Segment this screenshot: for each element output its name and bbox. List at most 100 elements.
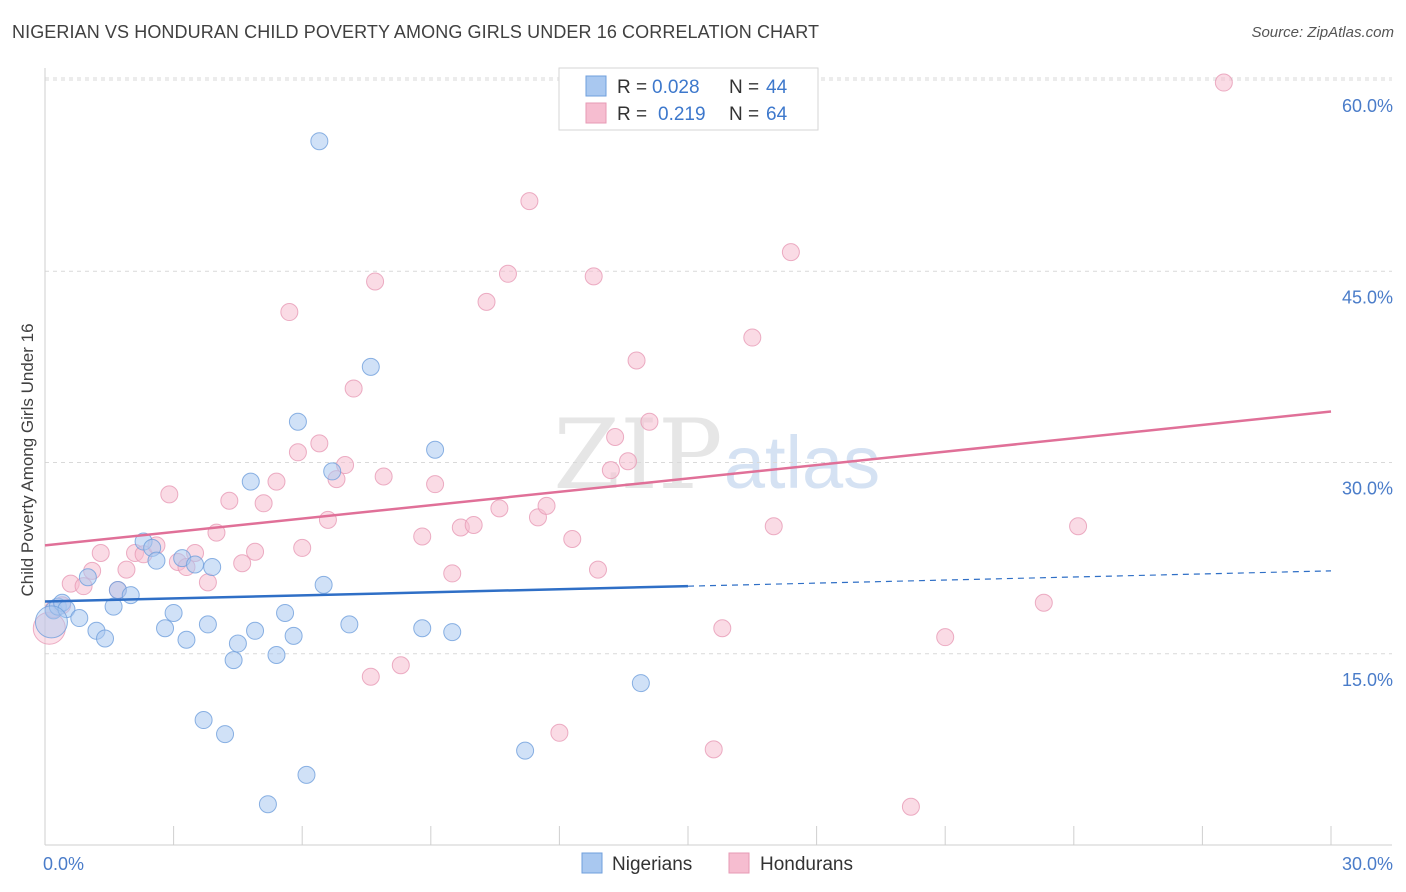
nigerians-point xyxy=(284,626,303,645)
hondurans-points xyxy=(32,73,1233,816)
hondurans-point xyxy=(288,443,307,462)
nigerians-point xyxy=(228,634,247,653)
hondurans-point xyxy=(537,496,556,515)
hondurans-point xyxy=(1069,517,1088,536)
nigerians-points xyxy=(34,132,650,814)
nigerians-trend-solid xyxy=(44,584,689,603)
nigerians-point xyxy=(186,555,205,574)
hondurans-point xyxy=(936,628,955,647)
hondurans-point xyxy=(490,499,509,518)
hondurans-point xyxy=(627,351,646,370)
bottom-legend-label-hondurans: Hondurans xyxy=(760,854,853,875)
legend-n-label-hondurans: N = xyxy=(729,104,759,125)
hondurans-point xyxy=(743,328,762,347)
hondurans-point xyxy=(781,243,800,262)
legend-swatch-nigerians xyxy=(585,75,607,97)
y-tick-label-30: 30.0% xyxy=(1342,479,1393,499)
series-legend: Nigerians Hondurans xyxy=(581,852,853,875)
nigerians-point xyxy=(297,765,316,784)
nigerians-trend-dashed xyxy=(687,570,1332,587)
hondurans-point xyxy=(713,619,732,638)
nigerians-point xyxy=(516,741,535,760)
hondurans-point xyxy=(640,412,659,431)
legend-r-value-nigerians: 0.028 xyxy=(652,77,700,98)
x-ticks xyxy=(44,826,1332,845)
nigerians-point xyxy=(194,711,213,730)
y-axis-label: Child Poverty Among Girls Under 16 xyxy=(18,323,37,596)
hondurans-point xyxy=(267,472,286,491)
nigerians-point xyxy=(70,609,89,628)
hondurans-point xyxy=(220,491,239,510)
hondurans-point xyxy=(413,527,432,546)
nigerians-point xyxy=(276,603,295,622)
nigerians-point xyxy=(241,472,260,491)
hondurans-point xyxy=(160,485,179,504)
hondurans-point xyxy=(426,475,445,494)
nigerians-point xyxy=(246,621,265,640)
bottom-legend-swatch-nigerians xyxy=(581,852,603,874)
nigerians-point xyxy=(340,615,359,634)
hondurans-point xyxy=(550,723,569,742)
hondurans-point xyxy=(901,797,920,816)
nigerians-point xyxy=(104,597,123,616)
nigerians-point xyxy=(121,586,140,605)
hondurans-point xyxy=(601,461,620,480)
hondurans-point xyxy=(584,267,603,286)
hondurans-point xyxy=(344,379,363,398)
trend-lines xyxy=(44,410,1332,603)
bottom-legend-swatch-hondurans xyxy=(728,852,750,874)
bottom-legend-label-nigerians: Nigerians xyxy=(612,854,692,875)
hondurans-point xyxy=(1214,73,1233,92)
legend-n-label-nigerians: N = xyxy=(729,77,759,98)
nigerians-point xyxy=(224,651,243,670)
hondurans-point xyxy=(318,510,337,529)
nigerians-point xyxy=(96,629,115,648)
nigerians-point xyxy=(198,615,217,634)
stats-legend: R = 0.028 N = 44 R = 0.219 N = 64 xyxy=(558,67,819,131)
legend-r-label-hondurans: R = xyxy=(617,104,647,125)
x-tick-labels: 0.0% 30.0% xyxy=(43,854,1393,874)
nigerians-point xyxy=(203,558,222,577)
hondurans-point xyxy=(254,494,273,513)
nigerians-point xyxy=(443,623,462,642)
y-tick-labels: 15.0% 30.0% 45.0% 60.0% xyxy=(1342,96,1393,690)
nigerians-point xyxy=(156,619,175,638)
hondurans-point xyxy=(588,560,607,579)
hondurans-point xyxy=(498,264,517,283)
hondurans-point xyxy=(366,272,385,291)
legend-n-value-hondurans: 64 xyxy=(766,104,788,125)
hondurans-point xyxy=(1034,593,1053,612)
y-tick-label-45: 45.0% xyxy=(1342,287,1393,307)
nigerians-point xyxy=(314,575,333,594)
nigerians-point xyxy=(34,605,68,639)
nigerians-point xyxy=(361,357,380,376)
hondurans-point xyxy=(704,740,723,759)
hondurans-point xyxy=(361,667,380,686)
nigerians-point xyxy=(147,551,166,570)
hondurans-point xyxy=(618,452,637,471)
nigerians-point xyxy=(288,412,307,431)
legend-swatch-hondurans xyxy=(585,102,607,124)
y-tick-label-60: 60.0% xyxy=(1342,96,1393,116)
nigerians-point xyxy=(631,674,650,693)
y-tick-label-15: 15.0% xyxy=(1342,670,1393,690)
hondurans-point xyxy=(477,292,496,311)
hondurans-point xyxy=(310,434,329,453)
legend-n-value-nigerians: 44 xyxy=(766,77,788,98)
nigerians-point xyxy=(413,619,432,638)
hondurans-point xyxy=(117,560,136,579)
source-credit: Source: ZipAtlas.com xyxy=(1251,24,1394,41)
hondurans-point xyxy=(563,530,582,548)
legend-r-value-hondurans: 0.219 xyxy=(658,104,706,125)
hondurans-point xyxy=(246,542,265,561)
x-tick-label-min: 0.0% xyxy=(43,854,84,874)
hondurans-point xyxy=(280,303,299,322)
x-tick-label-max: 30.0% xyxy=(1342,854,1393,874)
hondurans-point xyxy=(443,564,462,583)
hondurans-point xyxy=(374,467,393,486)
nigerians-point xyxy=(310,132,329,151)
legend-r-label-nigerians: R = xyxy=(617,77,647,98)
hondurans-point xyxy=(233,554,252,573)
nigerians-point xyxy=(78,568,97,587)
